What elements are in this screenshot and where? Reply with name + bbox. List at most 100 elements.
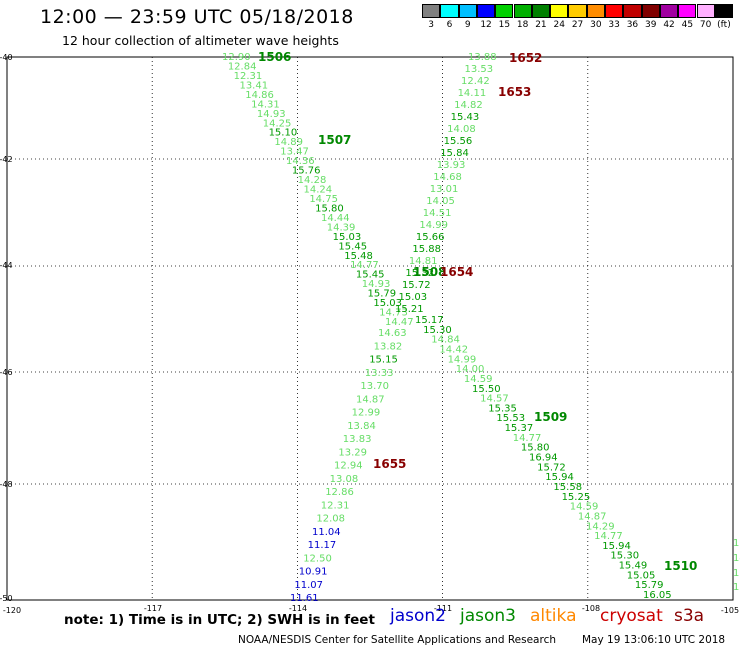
wave-height-value: 14.59: [570, 502, 599, 513]
pass-label-1653: 1653: [498, 85, 531, 99]
scale-label: 6: [446, 20, 453, 30]
plot-frame: [6, 56, 734, 601]
wave-height-value: 14.99: [419, 220, 448, 231]
scale-swatch: [696, 4, 715, 18]
wave-height-value: 14.99: [448, 354, 477, 365]
wave-height-value: 14.77: [350, 260, 379, 271]
wave-height-value: 15.56: [444, 136, 473, 147]
wave-height-value: 14.59: [464, 374, 493, 385]
legend-jason2: jason2: [390, 606, 446, 626]
wave-height-value: 15.05: [627, 570, 656, 581]
legend-s3a: s3a: [674, 606, 705, 626]
y-tick-label: -44: [0, 261, 13, 270]
scale-label: 12: [480, 20, 492, 30]
scale-label: 30: [590, 20, 602, 30]
legend-cryosat: cryosat: [600, 606, 663, 626]
wave-height-value: 11.61: [290, 593, 319, 604]
y-tick-label: -48: [0, 480, 13, 489]
wave-height-value: 14.73: [379, 308, 408, 319]
wave-height-value: 14.93: [257, 109, 286, 120]
wave-height-value: 14.77: [513, 433, 542, 444]
wave-height-value: 15.84: [440, 148, 469, 159]
wave-height-value: 12.99: [352, 408, 381, 419]
wave-height-value: 12.08: [316, 514, 345, 525]
color-scale: 3 6 9 12 15 18 21 24 27 30 33 36 39 42 45 70 (ft): [0, 0, 740, 40]
credit-text: NOAA/NESDIS Center for Satellite Applica…: [238, 634, 556, 646]
scale-swatch: [550, 4, 569, 18]
scale-swatch: [458, 4, 477, 18]
scale-label: 45: [681, 20, 694, 30]
wave-height-value: 12.94: [334, 461, 363, 472]
wave-height-value: 13.53: [465, 64, 494, 75]
y-tick-label: -46: [0, 368, 13, 377]
wave-height-value: 14.28: [298, 175, 327, 186]
pass-label-1508: 1508: [413, 265, 446, 279]
wave-height-value: 14.84: [431, 335, 460, 346]
wave-height-value: 11.07: [294, 580, 323, 591]
wave-height-value: 14.31: [251, 99, 280, 110]
wave-height-value: 14.89: [274, 137, 303, 148]
pass-label-1509: 1509: [534, 410, 567, 424]
wave-height-value: 14.77: [594, 531, 623, 542]
scale-label: 36: [626, 20, 639, 30]
wave-height-value: 15.80: [521, 443, 550, 454]
wave-height-value: 15.72: [537, 462, 566, 473]
wave-height-value: 13.29: [338, 447, 367, 458]
scale-swatch: [659, 4, 679, 18]
scale-swatch: [495, 4, 514, 18]
pass-label-1507: 1507: [318, 133, 351, 147]
wave-height-value: 13.08: [330, 474, 359, 485]
wave-height-value: 15.79: [635, 580, 664, 591]
wave-height-value: 15.94: [545, 472, 574, 483]
wave-height-value: 15.21: [395, 304, 424, 315]
wave-height-value: 15.66: [416, 232, 445, 243]
scale-label: 9: [464, 20, 471, 30]
legend-jason3: jason3: [460, 606, 516, 626]
wave-height-value: 15.94: [602, 541, 631, 552]
wave-height-value: 15.35: [488, 403, 517, 414]
x-tick-label: -117: [144, 604, 162, 613]
wave-height-value: 13.83: [343, 434, 372, 445]
wave-height-value: 15.32: [405, 268, 434, 279]
wave-height-value: 15.30: [610, 551, 639, 562]
scale-swatch: [568, 4, 587, 18]
pass-label-1510: 1510: [664, 559, 697, 573]
x-tick-label: -105: [721, 606, 739, 615]
wave-height-value: 13.70: [360, 381, 389, 392]
wave-height-value: 14.47: [385, 317, 414, 328]
wave-height-value: 15.10: [269, 128, 298, 139]
wave-height-value: 13.41: [239, 80, 268, 91]
wave-height-value: 15.45: [356, 270, 385, 281]
wave-height-value: 14.82: [454, 100, 483, 111]
wave-height-value: 13.88: [468, 52, 497, 63]
scale-label: 42: [663, 20, 675, 30]
scale-swatch: [531, 4, 551, 18]
wave-height-value: 14.00: [456, 364, 485, 375]
scale-swatch: [586, 4, 605, 18]
wave-height-value: 14.68: [433, 172, 462, 183]
wave-height-value: 14.57: [480, 394, 509, 405]
y-tick-label: -40: [0, 53, 13, 62]
wave-height-value: 12.42: [461, 76, 490, 87]
scale-swatch: [678, 4, 697, 18]
scale-label: 3: [428, 20, 434, 30]
scale-label: (ft): [717, 20, 731, 30]
scale-label: 39: [645, 20, 657, 30]
wave-height-value: 14.87: [578, 511, 607, 522]
scale-label: 18: [516, 20, 529, 30]
wave-height-value: 15.: [733, 538, 740, 549]
x-tick-label: -120: [3, 606, 21, 615]
wave-height-value: 14.: [733, 553, 740, 564]
wave-height-value: 15.45: [338, 241, 367, 252]
scale-label: 33: [608, 20, 620, 30]
wave-height-value: 15.25: [562, 492, 591, 503]
wave-height-value: 15.80: [315, 203, 344, 214]
wave-height-value: 15.17: [415, 315, 444, 326]
y-tick-label: -42: [0, 155, 13, 164]
wave-height-value: 15.48: [344, 251, 373, 262]
wave-height-value: 14.05: [426, 196, 455, 207]
wave-height-value: 15.03: [373, 298, 402, 309]
wave-height-value: 15.88: [412, 244, 441, 255]
page-subtitle: 12 hour collection of altimeter wave hei…: [62, 33, 339, 48]
